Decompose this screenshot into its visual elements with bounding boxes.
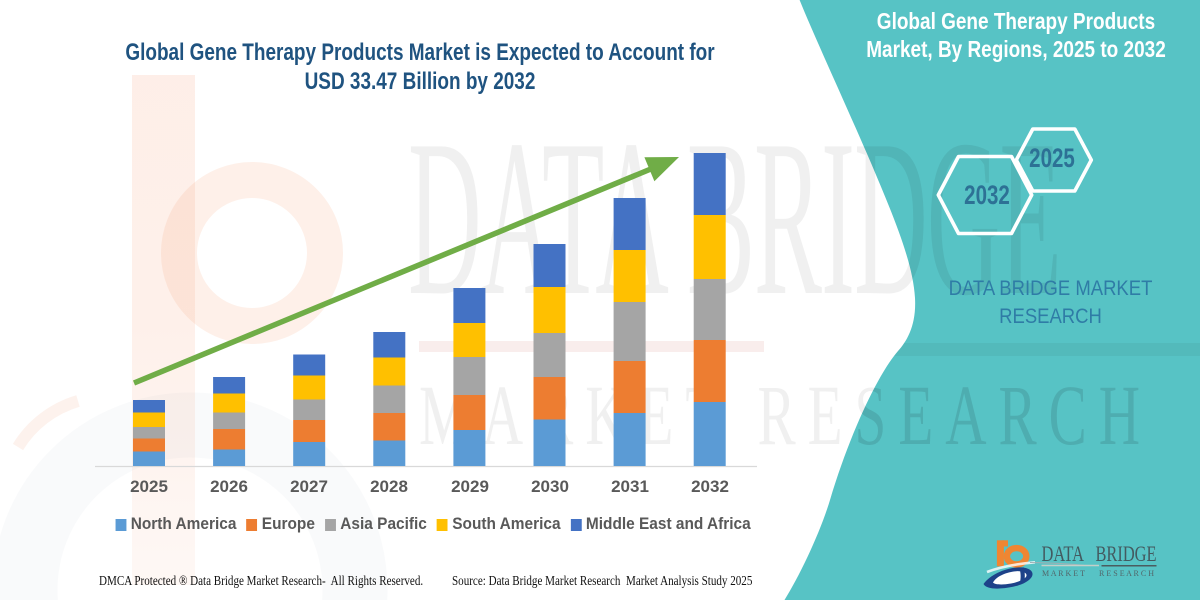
- svg-text:DATA: DATA: [1042, 541, 1085, 566]
- svg-text:M A R K E T: M A R K E T: [1042, 569, 1085, 578]
- svg-text:BRIDGE: BRIDGE: [1096, 541, 1157, 566]
- svg-text:R E S E A R C H: R E S E A R C H: [1099, 569, 1154, 578]
